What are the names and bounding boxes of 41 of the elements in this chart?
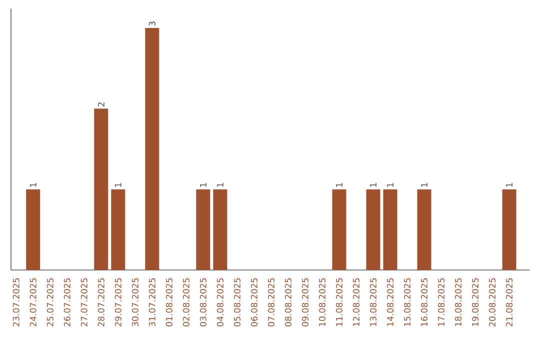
x-tick-label: 14.08.2025 — [386, 278, 394, 326]
x-tick-label: 25.07.2025 — [46, 278, 54, 326]
x-tick-label: 08.08.2025 — [284, 278, 292, 326]
data-label: 1 — [200, 183, 206, 187]
x-tick-label: 04.08.2025 — [216, 278, 224, 326]
x-tick-label: 27.07.2025 — [80, 278, 88, 326]
x-tick-label: 30.07.2025 — [132, 278, 138, 326]
data-label: 1 — [114, 183, 122, 187]
x-tick-label: 20.08.2025 — [489, 278, 496, 326]
x-tick-label: 10.08.2025 — [318, 278, 326, 326]
x-tick-label: 24.07.2025 — [30, 278, 36, 326]
x-tick-label: 29.07.2025 — [114, 278, 122, 326]
x-tick-label: 03.08.2025 — [200, 278, 206, 326]
x-tick-label: 07.08.2025 — [268, 278, 274, 326]
data-label: 1 — [421, 183, 428, 187]
data-label: 3 — [148, 22, 156, 26]
x-tick-label: 11.08.2025 — [336, 278, 342, 326]
x-tick-label: 21.08.2025 — [506, 278, 513, 326]
x-tick-label: 26.07.2025 — [64, 278, 70, 326]
x-tick-label: 31.07.2025 — [148, 278, 156, 326]
x-tick-label: 01.08.2025 — [166, 278, 172, 326]
data-label: 1 — [506, 183, 512, 187]
x-tick-label: 19.08.2025 — [472, 278, 479, 326]
data-label: 1 — [387, 183, 394, 187]
data-label: 1 — [30, 183, 36, 187]
x-tick-label: 18.08.2025 — [455, 278, 462, 326]
x-tick-label: 16.08.2025 — [420, 278, 428, 326]
x-tick-label: 05.08.2025 — [234, 278, 240, 326]
x-tick-label: 15.08.2025 — [404, 278, 410, 326]
x-tick-label: 09.08.2025 — [302, 278, 308, 326]
x-tick-label: 06.08.2025 — [250, 278, 258, 326]
x-tick-label: 12.08.2025 — [352, 278, 360, 326]
data-label: 1 — [336, 183, 342, 187]
data-label: 1 — [217, 183, 224, 187]
x-tick-label: 02.08.2025 — [182, 278, 190, 326]
x-tick-label: 28.07.2025 — [98, 278, 104, 326]
data-label: 1 — [370, 183, 376, 187]
x-tick-label: 23.07.2025 — [12, 278, 20, 326]
x-tick-label: 13.08.2025 — [370, 278, 376, 326]
data-label: 2 — [98, 102, 104, 106]
x-tick-label: 17.08.2025 — [438, 278, 445, 326]
